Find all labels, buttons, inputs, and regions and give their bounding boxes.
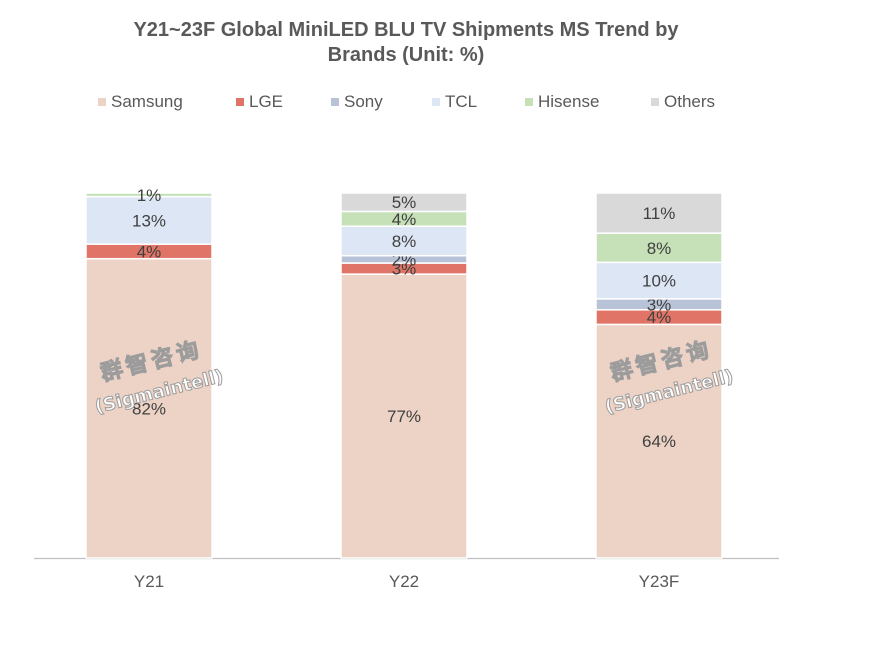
legend-swatch-lge [236,98,244,106]
data-label-tcl-y22: 8% [392,232,417,251]
data-label-samsung-y23f: 64% [642,432,676,451]
legend-label-samsung: Samsung [111,92,183,111]
bar-y23f: 64% 4%3% 10% 8% 11% [595,192,723,559]
data-label-others-y23f: 11% [643,204,676,223]
legend-label-others: Others [664,92,716,111]
legend-swatch-samsung [98,98,106,106]
legend-item-samsung: Samsung [98,92,183,112]
x-tick-label-y21: Y21 [134,572,164,591]
legend-label-lge: LGE [249,92,284,111]
legend-item-tcl: TCL [432,92,477,112]
data-label-lge-y22: 3% [392,260,417,279]
data-label-sony-y23f: 3% [647,295,672,314]
legend-swatch-hisense [525,98,533,106]
legend-item-hisense: Hisense [525,92,599,112]
data-label-samsung-y22: 77% [387,407,421,426]
legend-label-sony: Sony [344,92,383,111]
data-label-tcl-y23f: 10% [642,272,676,291]
bar-segment-others-y22 [340,192,468,213]
bar-segment-hisense-y21 [85,192,213,198]
chart-title-line-2: Brands (Unit: %) [327,44,485,66]
data-label-samsung-y21: 82% [132,399,166,418]
x-tick-label-y22: Y22 [389,572,419,591]
data-label-hisense-y22: 4% [392,210,417,229]
bar-y21: 82% 4% 13% 1% [85,186,213,559]
legend-swatch-tcl [432,98,440,106]
bar-segment-tcl-y23f [595,261,723,300]
data-label-others-y22: 5% [392,193,417,212]
bar-segment-samsung-y22 [340,273,468,559]
bar-segment-others-y23f [595,192,723,234]
legend: Samsung LGE Sony TCL Hisense Others [0,92,892,114]
bar-segment-samsung-y23f [595,323,723,559]
chart-title-line-1: Y21~23F Global MiniLED BLU TV Shipments … [133,19,679,41]
data-label-hisense-y21: 1% [137,186,162,205]
bar-segment-hisense-y23f [595,232,723,264]
data-label-lge-y23f: 4% [647,308,672,327]
legend-swatch-others [651,98,659,106]
data-label-lge-y21: 4% [137,242,162,261]
legend-item-lge: LGE [236,92,283,112]
x-tick-label-y23f: Y23F [639,572,680,591]
legend-label-hisense: Hisense [538,92,600,111]
legend-item-others: Others [651,92,715,112]
data-label-tcl-y21: 13% [132,211,166,230]
bar-segment-samsung-y21 [85,257,213,559]
chart-title: Y21~23F Global MiniLED BLU TV Shipments … [0,18,812,68]
legend-swatch-sony [331,98,339,106]
legend-label-tcl: TCL [445,92,478,111]
legend-item-sony: Sony [331,92,383,112]
bar-y22: 77%3%2%8%4%5% [340,192,468,559]
bar-segment-tcl-y22 [340,225,468,257]
data-label-hisense-y23f: 8% [647,239,672,258]
bar-segment-tcl-y21 [85,195,213,245]
